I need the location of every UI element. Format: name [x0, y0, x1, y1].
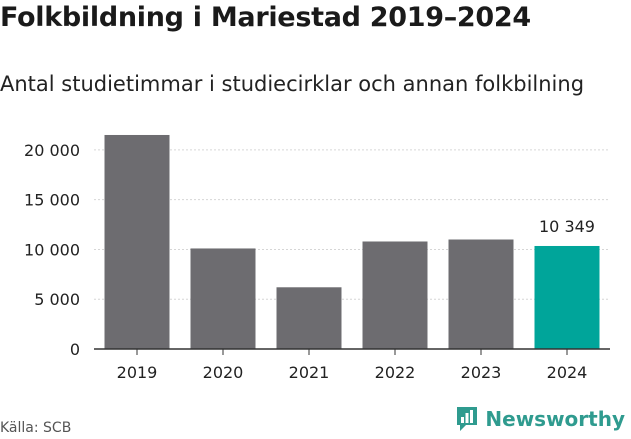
- newsworthy-logo-icon: [457, 407, 478, 431]
- x-axis-labels: 2019 2020 2021 2022 2023 2024: [94, 348, 610, 382]
- bar: [190, 248, 256, 349]
- x-tick-label: 2023: [461, 363, 502, 382]
- bar: [534, 245, 600, 349]
- y-axis-labels: 0 5 000 10 000 15 000 20 000: [24, 141, 80, 359]
- data-label: 10 349: [539, 217, 595, 236]
- chart-title: Folkbildning i Mariestad 2019–2024: [0, 2, 531, 33]
- y-tick-label: 0: [70, 340, 80, 359]
- bar: [276, 287, 342, 349]
- x-tick-label: 2020: [203, 363, 244, 382]
- gridlines: [94, 149, 610, 300]
- y-tick-label: 20 000: [24, 141, 80, 160]
- y-tick-label: 10 000: [24, 240, 80, 259]
- source-note: Källa: SCB: [0, 420, 72, 436]
- y-tick-label: 5 000: [34, 290, 80, 309]
- chart-subtitle: Antal studietimmar i studiecirklar och a…: [0, 72, 585, 96]
- y-tick-label: 15 000: [24, 191, 80, 210]
- brand-logo: Newsworthy: [455, 405, 625, 433]
- bar-chart: 0 5 000 10 000 15 000 20 000 2019 2020 2021 202…: [24, 134, 610, 382]
- x-tick-label: 2024: [547, 363, 588, 382]
- x-tick-label: 2019: [117, 363, 158, 382]
- annotations: 10 349: [539, 217, 595, 236]
- bars: [104, 134, 600, 349]
- bar: [104, 134, 170, 349]
- bar: [448, 239, 514, 349]
- bar: [362, 241, 428, 349]
- brand-name: Newsworthy: [485, 407, 625, 431]
- x-tick-label: 2022: [375, 363, 416, 382]
- x-tick-label: 2021: [289, 363, 330, 382]
